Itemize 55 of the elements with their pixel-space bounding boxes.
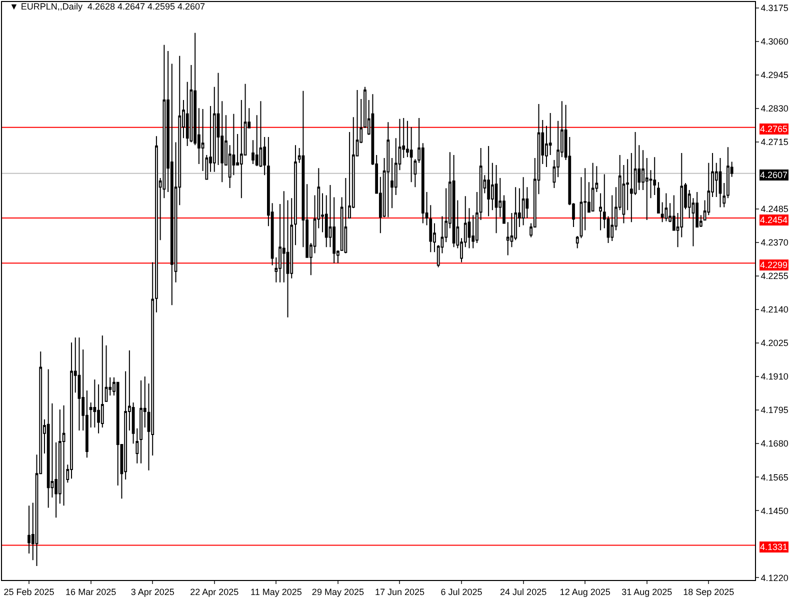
candlestick bbox=[591, 162, 594, 212]
y-tick-label: 4.1450 bbox=[760, 506, 788, 516]
candlestick bbox=[46, 368, 50, 508]
candlestick bbox=[599, 192, 602, 231]
y-tick-label: 4.1680 bbox=[760, 438, 788, 449]
x-tick-label: 31 Aug 2025 bbox=[622, 586, 672, 597]
ref-line-label: 4.2607 bbox=[760, 170, 788, 180]
y-tick-label: 4.2140 bbox=[760, 304, 788, 315]
y-tick-label: 4.1795 bbox=[760, 405, 788, 416]
candlestick bbox=[653, 156, 656, 196]
candlestick bbox=[664, 192, 668, 222]
x-tick-label: 11 May 2025 bbox=[250, 586, 302, 597]
x-tick-label: 24 Jul 2025 bbox=[500, 586, 547, 597]
x-tick-label: 12 Aug 2025 bbox=[560, 586, 610, 597]
y-tick-label: 4.1565 bbox=[760, 472, 788, 482]
candlestick bbox=[386, 122, 390, 218]
candlestick bbox=[294, 144, 297, 246]
y-tick-label: 4.1910 bbox=[760, 372, 788, 382]
candlestick bbox=[494, 164, 498, 234]
candlestick bbox=[452, 154, 456, 248]
candlestick bbox=[155, 136, 158, 313]
candlestick bbox=[522, 176, 525, 226]
candlestick bbox=[657, 182, 660, 214]
y-tick-label: 4.2945 bbox=[760, 70, 788, 80]
x-tick-label: 6 Jul 2025 bbox=[440, 586, 482, 597]
candlestick bbox=[140, 380, 142, 464]
candlestick bbox=[104, 344, 108, 402]
ref-line-label: 4.2299 bbox=[760, 260, 788, 270]
y-tick-label: 4.2255 bbox=[760, 271, 788, 282]
candlestick bbox=[487, 145, 490, 217]
y-tick-label: 4.2370 bbox=[760, 238, 788, 248]
y-tick-label: 4.3060 bbox=[760, 36, 788, 46]
x-tick-label: 25 Feb 2025 bbox=[4, 586, 54, 597]
y-tick-label: 4.2485 bbox=[760, 204, 788, 214]
candlestick bbox=[479, 148, 482, 221]
ref-line-label: 4.2765 bbox=[760, 124, 788, 134]
y-tick-label: 4.3175 bbox=[760, 2, 788, 13]
x-tick-label: 29 May 2025 bbox=[312, 586, 364, 597]
candlestick bbox=[70, 342, 73, 480]
candlestick bbox=[344, 178, 348, 254]
x-tick-label: 3 Apr 2025 bbox=[130, 586, 174, 597]
candlestick bbox=[62, 404, 66, 506]
x-tick-label: 16 Mar 2025 bbox=[66, 586, 116, 597]
y-tick-label: 4.1220 bbox=[760, 572, 788, 583]
ref-line-label: 4.1331 bbox=[760, 542, 788, 552]
candlestick bbox=[78, 336, 81, 431]
chart-title: ▼ EURPLN,,Daily 4.2628 4.2647 4.2595 4.2607 bbox=[10, 1, 206, 12]
y-tick-label: 4.2025 bbox=[760, 338, 788, 348]
x-tick-label: 17 Jun 2025 bbox=[374, 586, 425, 597]
ref-line-label: 4.2454 bbox=[760, 215, 788, 225]
candlestick bbox=[718, 157, 722, 208]
x-tick-label: 22 Apr 2025 bbox=[190, 586, 239, 597]
y-tick-label: 4.2715 bbox=[760, 137, 788, 148]
x-tick-label: 18 Sep 2025 bbox=[683, 586, 734, 597]
y-tick-label: 4.2830 bbox=[760, 104, 788, 114]
